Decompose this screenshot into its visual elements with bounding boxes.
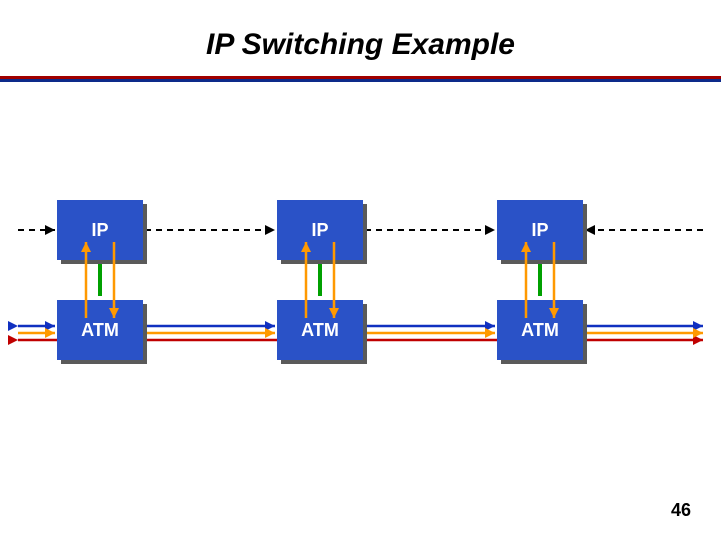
ip-block-1: IP — [277, 200, 363, 260]
atm-block-1-label: ATM — [301, 320, 339, 340]
page-number: 46 — [671, 500, 691, 521]
ip-block-0: IP — [57, 200, 143, 260]
ip-block-2-label: IP — [531, 220, 548, 240]
ip-block-2: IP — [497, 200, 583, 260]
atm-block-0: ATM — [57, 300, 143, 360]
atm-block-0-label: ATM — [81, 320, 119, 340]
atm-block-1: ATM — [277, 300, 363, 360]
ip-block-0-label: IP — [91, 220, 108, 240]
title-rule-bottom — [0, 79, 721, 82]
atm-block-2-label: ATM — [521, 320, 559, 340]
slide-title: IP Switching Example — [0, 28, 721, 62]
ip-block-1-label: IP — [311, 220, 328, 240]
atm-block-2: ATM — [497, 300, 583, 360]
